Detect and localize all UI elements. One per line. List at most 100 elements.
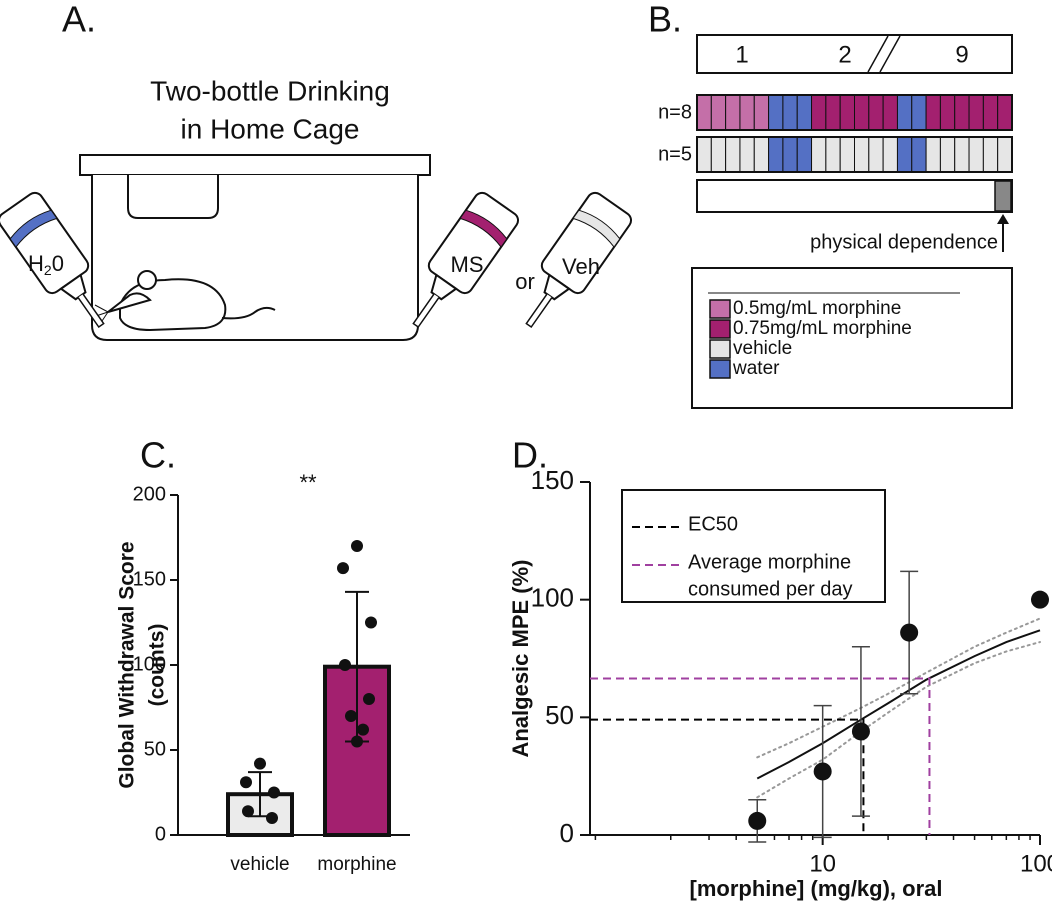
dose-cell — [925, 136, 941, 173]
legend-label: consumed per day — [688, 578, 853, 600]
dose-cell — [696, 94, 712, 131]
data-point — [266, 812, 278, 824]
legend-swatch — [709, 339, 731, 359]
dose-cell — [710, 94, 727, 131]
break-mark — [879, 35, 901, 73]
dose-cell — [739, 94, 755, 131]
y-tick-label: 100 — [531, 583, 574, 613]
data-point — [345, 710, 357, 722]
dose-cell — [782, 94, 798, 131]
x-tick-label: vehicle — [230, 854, 289, 875]
dose-cell — [925, 94, 941, 131]
dose-cell — [882, 94, 898, 131]
dose-cell — [854, 136, 870, 173]
dose-cell — [954, 94, 970, 131]
x-axis-label: [morphine] (mg/kg), oral — [690, 876, 943, 901]
dose-cell — [768, 94, 784, 131]
test-day — [994, 180, 1012, 212]
data-point — [242, 805, 254, 818]
data-point — [337, 562, 349, 575]
dose-cell — [811, 94, 827, 131]
dose-cell — [739, 136, 755, 173]
data-point — [240, 776, 252, 789]
confidence-band — [756, 617, 1041, 759]
dose-cell — [725, 136, 741, 173]
data-point — [351, 540, 363, 552]
legend-box — [621, 489, 886, 603]
break-mark — [867, 35, 889, 73]
dose-cell — [954, 136, 970, 173]
dose-cell — [982, 136, 999, 173]
legend-label: vehicle — [733, 338, 792, 359]
data-point — [339, 659, 351, 671]
dependence-bar — [696, 179, 1013, 213]
arrow-head — [997, 214, 1009, 224]
dose-cell — [782, 136, 798, 173]
dose-cell — [868, 136, 884, 173]
confidence-band — [756, 641, 1041, 799]
legend-label: Average morphine — [688, 551, 851, 573]
row-label: n=8 — [658, 101, 692, 123]
legend-label: EC50 — [688, 513, 738, 535]
data-point — [1031, 590, 1049, 609]
y-axis-label: (counts) — [146, 624, 169, 707]
mouse — [94, 270, 276, 332]
legend-swatch — [709, 359, 731, 379]
dose-cell — [753, 136, 770, 173]
x-tick-label: 10 — [809, 850, 836, 877]
y-tick-label: 50 — [545, 700, 574, 730]
dose-cell — [768, 136, 784, 173]
bottle — [525, 191, 633, 329]
dose-cell — [896, 94, 913, 131]
panel-a: A. Two-bottle Drinking in Home Cage H20 — [0, 0, 633, 341]
dose-cell — [710, 136, 727, 173]
panel-title: Two-bottle Drinking — [150, 75, 390, 106]
bottle-label-part: 2 — [44, 262, 52, 278]
y-axis-label: Analgesic MPE (%) — [508, 559, 533, 757]
dose-cell — [854, 94, 870, 131]
dose-cell — [911, 94, 927, 131]
x-tick-label: morphine — [317, 854, 396, 875]
panel-title: in Home Cage — [181, 113, 360, 144]
dose-cell — [939, 136, 956, 173]
dose-cell — [839, 136, 856, 173]
bottle — [0, 191, 105, 329]
dose-cell — [868, 94, 884, 131]
legend-label: 0.5mg/mL morphine — [733, 298, 901, 319]
annotation: ** — [299, 470, 317, 495]
dose-cell — [811, 136, 827, 173]
dose-cell — [882, 136, 898, 173]
data-point — [900, 623, 919, 642]
panel-letter: C. — [140, 435, 176, 476]
y-tick-label: 200 — [133, 483, 166, 505]
y-tick-label: 150 — [531, 465, 574, 495]
reference-line — [590, 718, 865, 835]
dose-cell — [997, 94, 1013, 131]
dose-cell — [968, 136, 984, 173]
data-point — [748, 811, 767, 830]
legend-swatch — [709, 319, 731, 339]
bottle-label-part: 0 — [52, 251, 64, 276]
legend-box — [691, 267, 1013, 409]
dose-cell — [796, 136, 813, 173]
bottle — [412, 191, 520, 329]
y-tick-label: 100 — [133, 653, 166, 675]
legend-label: water — [732, 358, 780, 379]
data-point — [363, 693, 375, 705]
dose-cell — [796, 94, 813, 131]
panel-letter: B. — [648, 0, 682, 40]
cage-lid — [79, 154, 431, 176]
bottle-label: MS — [451, 252, 484, 277]
data-point — [357, 723, 369, 736]
dose-cell — [825, 136, 841, 173]
dose-cell — [896, 136, 913, 173]
week-label: 2 — [838, 41, 851, 68]
cage-handle — [127, 175, 219, 219]
dose-cell — [696, 136, 712, 173]
dose-cell — [725, 94, 741, 131]
dependence-label: physical dependence — [810, 231, 998, 253]
bottle-label: Veh — [562, 254, 600, 279]
dose-cell — [839, 94, 856, 131]
